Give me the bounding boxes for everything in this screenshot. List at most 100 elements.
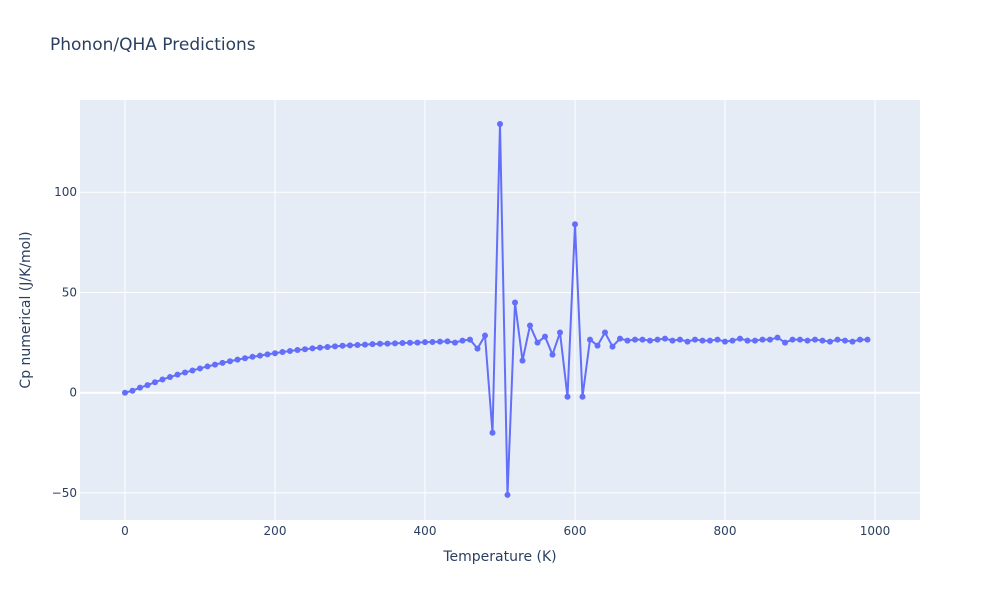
data-point[interactable] [174, 371, 181, 378]
data-point[interactable] [737, 335, 743, 342]
data-point[interactable] [362, 341, 368, 348]
data-point[interactable] [639, 336, 646, 343]
data-point[interactable] [377, 340, 383, 347]
data-point[interactable] [609, 343, 616, 350]
data-point[interactable] [647, 337, 653, 344]
data-point[interactable] [197, 365, 203, 372]
data-point[interactable] [219, 359, 226, 366]
data-point[interactable] [204, 363, 211, 370]
data-point[interactable] [842, 337, 848, 344]
data-point[interactable] [497, 121, 503, 128]
data-point[interactable] [782, 339, 788, 346]
data-point[interactable] [857, 336, 863, 343]
data-point[interactable] [287, 347, 293, 354]
data-point[interactable] [549, 351, 556, 358]
data-point[interactable] [789, 336, 796, 343]
data-point[interactable] [144, 382, 151, 389]
data-point[interactable] [182, 369, 188, 376]
data-point[interactable] [167, 374, 173, 381]
data-point[interactable] [707, 337, 713, 344]
data-point[interactable] [384, 340, 391, 347]
data-point[interactable] [234, 356, 241, 363]
data-point[interactable] [414, 339, 421, 346]
data-point[interactable] [774, 334, 781, 341]
data-point[interactable] [422, 339, 428, 346]
data-point[interactable] [354, 341, 361, 348]
data-point[interactable] [579, 393, 586, 400]
data-point[interactable] [662, 335, 668, 342]
data-point[interactable] [437, 338, 443, 345]
data-point[interactable] [834, 336, 841, 343]
data-point[interactable] [744, 337, 751, 344]
data-point[interactable] [594, 342, 601, 349]
data-point[interactable] [654, 336, 661, 343]
data-point[interactable] [812, 336, 818, 343]
data-point[interactable] [527, 322, 533, 329]
data-point[interactable] [714, 336, 721, 343]
data-point[interactable] [819, 337, 826, 344]
data-point[interactable] [474, 345, 481, 352]
data-point[interactable] [504, 491, 511, 498]
data-point[interactable] [302, 346, 308, 353]
data-point[interactable] [264, 351, 271, 358]
data-point[interactable] [669, 337, 676, 344]
data-point[interactable] [804, 337, 811, 344]
data-point[interactable] [519, 357, 526, 364]
data-point[interactable] [797, 336, 803, 343]
data-point[interactable] [512, 299, 518, 306]
data-point[interactable] [767, 336, 773, 343]
data-point[interactable] [467, 336, 473, 343]
data-point[interactable] [369, 341, 376, 348]
data-point[interactable] [534, 339, 541, 346]
data-point[interactable] [542, 333, 548, 340]
data-point[interactable] [279, 349, 286, 355]
data-point[interactable] [827, 338, 833, 345]
data-point[interactable] [587, 336, 593, 343]
data-point[interactable] [564, 393, 571, 400]
data-point[interactable] [242, 355, 248, 362]
data-point[interactable] [324, 343, 331, 350]
data-point[interactable] [752, 337, 758, 344]
data-point[interactable] [212, 361, 218, 368]
data-point[interactable] [617, 335, 623, 342]
data-point[interactable] [459, 337, 466, 344]
data-point[interactable] [557, 329, 563, 336]
data-point[interactable] [692, 336, 698, 343]
data-point[interactable] [294, 346, 301, 353]
data-point[interactable] [624, 337, 631, 344]
data-point[interactable] [339, 342, 346, 349]
data-point[interactable] [489, 429, 496, 436]
data-point[interactable] [759, 336, 766, 343]
data-point[interactable] [309, 345, 316, 352]
data-point[interactable] [122, 389, 128, 396]
data-point[interactable] [152, 379, 158, 386]
data-point[interactable] [429, 338, 436, 345]
data-point[interactable] [632, 336, 638, 343]
data-point[interactable] [452, 339, 458, 346]
data-point[interactable] [392, 340, 398, 347]
data-point[interactable] [849, 338, 856, 345]
data-point[interactable] [317, 344, 323, 351]
data-point[interactable] [602, 329, 608, 336]
data-point[interactable] [444, 338, 451, 345]
data-point[interactable] [272, 350, 278, 357]
data-point[interactable] [137, 384, 143, 391]
data-point[interactable] [189, 367, 196, 374]
data-point[interactable] [159, 376, 166, 383]
data-point[interactable] [699, 337, 706, 344]
data-point[interactable] [399, 339, 406, 346]
data-point[interactable] [684, 338, 691, 345]
data-point[interactable] [722, 338, 728, 345]
data-point[interactable] [249, 353, 256, 360]
data-point[interactable] [347, 342, 353, 349]
data-point[interactable] [677, 336, 683, 343]
data-point[interactable] [482, 332, 488, 339]
data-point[interactable] [864, 336, 871, 343]
data-point[interactable] [729, 337, 736, 344]
data-point[interactable] [227, 358, 233, 365]
data-point[interactable] [257, 352, 263, 359]
data-point[interactable] [332, 343, 338, 350]
data-point[interactable] [572, 221, 578, 228]
data-point[interactable] [129, 387, 136, 394]
data-point[interactable] [407, 339, 413, 346]
